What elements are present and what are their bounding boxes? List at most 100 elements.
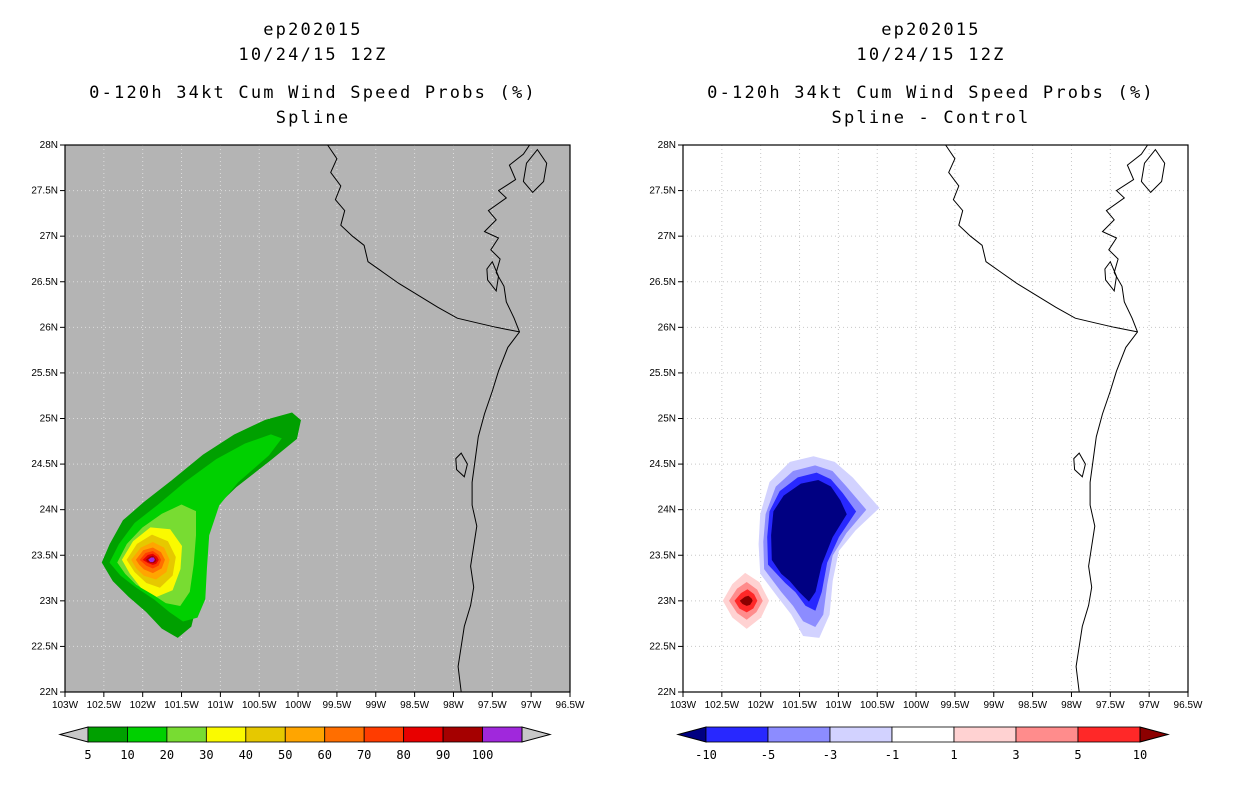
storm-id: ep202015 [881, 20, 981, 40]
map-spline-minus-control: 28N 27.5N 27N 26.5N 26N 25.5N 25N 24.5N 24N 23.5N… [649, 140, 1203, 762]
colorbar-segment [482, 726, 523, 743]
lon-tick-label: 98.5W [400, 700, 429, 711]
colorbar-label: 70 [357, 748, 371, 762]
lon-tick-label: 97.5W [1096, 700, 1125, 711]
plot-method: Spline - Control [831, 108, 1031, 128]
colorbar-segment [705, 726, 769, 743]
contour-fills [101, 412, 301, 638]
colorbar-arrow-right [521, 726, 552, 743]
lon-tick-label: 100W [285, 700, 312, 711]
lon-tick-label: 102.5W [87, 700, 122, 711]
contour-level--10 [771, 479, 847, 602]
lon-tick-label: 100.5W [860, 700, 895, 711]
lon-tick-label: 99.5W [322, 700, 351, 711]
lon-tick-label: 102.5W [705, 700, 740, 711]
lat-tick-label: 26N [658, 322, 676, 333]
lon-tick-label: 102W [748, 700, 775, 711]
colorbar-segment [127, 726, 168, 743]
lat-tick-label: 26.5N [31, 277, 58, 288]
lat-tick-label: 25N [40, 414, 58, 425]
lat-tick-label: 26.5N [649, 277, 676, 288]
lat-tick-label: 24.5N [649, 459, 676, 470]
lon-tick-label: 99.5W [940, 700, 969, 711]
lat-tick-label: 23.5N [31, 550, 58, 561]
coastline-path [1075, 144, 1149, 693]
colorbar-label: -1 [885, 748, 899, 762]
colorbar-segment [87, 726, 128, 743]
lon-tick-label: 99W [365, 700, 386, 711]
colorbar-segment [953, 726, 1017, 743]
colorbar-label: 10 [120, 748, 134, 762]
colorbar-arrow-right [1139, 726, 1170, 743]
lat-tick-label: 24.5N [31, 459, 58, 470]
lat-tick-label: 25.5N [649, 368, 676, 379]
lon-tick-label: 103W [670, 700, 697, 711]
lon-tick-label: 101W [825, 700, 852, 711]
colorbar-segment [245, 726, 286, 743]
colorbar-label: 5 [1074, 748, 1081, 762]
lon-tick-label: 99W [983, 700, 1004, 711]
colorbar-label: 50 [278, 748, 292, 762]
lon-tick-label: 101.5W [782, 700, 817, 711]
colorbar-label: 3 [1012, 748, 1019, 762]
lagoon-outline [486, 260, 500, 293]
colorbar-label: 100 [472, 748, 494, 762]
lon-tick-label: 101W [207, 700, 234, 711]
colorbar: -10 -5 -3 -1 1 3 5 10 [676, 726, 1170, 762]
lagoon-outline [1073, 452, 1086, 478]
lon-tick-label: 97W [1139, 700, 1160, 711]
lon-tick-label: 102W [130, 700, 157, 711]
lat-tick-label: 28N [40, 140, 58, 151]
lat-tick-label: 25.5N [31, 368, 58, 379]
lat-tick-label: 22N [658, 687, 676, 698]
lat-tick-label: 27.5N [649, 186, 676, 197]
lagoon-outline [1104, 260, 1118, 293]
colorbar-arrow-left [676, 726, 707, 743]
colorbar-segment [403, 726, 444, 743]
init-datetime: 10/24/15 12Z [238, 45, 388, 65]
colorbar-label: 60 [318, 748, 332, 762]
lon-tick-label: 97.5W [478, 700, 507, 711]
lon-tick-label: 97W [521, 700, 542, 711]
colorbar-label: 40 [239, 748, 253, 762]
coastline-path [945, 144, 1138, 333]
title-block-left: ep202015 10/24/15 12Z 0-120h 34kt Cum Wi… [8, 18, 618, 131]
colorbar-label: 20 [160, 748, 174, 762]
lat-tick-label: 23.5N [649, 550, 676, 561]
colorbar-segment [324, 726, 365, 743]
lon-tick-label: 98W [443, 700, 464, 711]
lagoon-outline [1140, 148, 1166, 194]
lagoon-outline [455, 452, 468, 478]
coastline [327, 144, 548, 693]
plot-title: 0-120h 34kt Cum Wind Speed Probs (%) [89, 83, 537, 103]
colorbar-label: 80 [396, 748, 410, 762]
lat-tick-label: 25N [658, 414, 676, 425]
lagoon-outline [522, 148, 548, 194]
map-spline: 28N 27.5N 27N 26.5N 26N 25.5N 25N 24.5N 24N 23.5N… [31, 140, 585, 762]
colorbar: 5 10 20 30 40 50 60 70 80 90 100 [58, 726, 552, 762]
axis-labels: 28N 27.5N 27N 26.5N 26N 25.5N 25N 24.5N 24N 23.5N… [31, 140, 585, 711]
coastline-path [457, 144, 531, 693]
lat-tick-label: 24N [658, 505, 676, 516]
panel-spline-minus-control: ep202015 10/24/15 12Z 0-120h 34kt Cum Wi… [618, 0, 1236, 800]
lat-tick-label: 24N [40, 505, 58, 516]
colorbar-segment [363, 726, 405, 743]
contour-level-100 [148, 557, 155, 563]
plot-title: 0-120h 34kt Cum Wind Speed Probs (%) [707, 83, 1155, 103]
colorbar-label: 1 [950, 748, 957, 762]
lon-tick-label: 100W [903, 700, 930, 711]
plot-method: Spline [275, 108, 351, 128]
colorbar-segment [891, 726, 955, 743]
colorbar-segment [767, 726, 831, 743]
lon-tick-label: 98W [1061, 700, 1082, 711]
title-block-right: ep202015 10/24/15 12Z 0-120h 34kt Cum Wi… [626, 18, 1236, 131]
colorbar-segment [442, 726, 483, 743]
lat-tick-label: 27.5N [31, 186, 58, 197]
colorbar-segment [1077, 726, 1141, 743]
colorbar-segment [166, 726, 207, 743]
colorbar-segment [205, 726, 247, 743]
axis-labels: 28N 27.5N 27N 26.5N 26N 25.5N 25N 24.5N 24N 23.5N… [649, 140, 1203, 711]
lat-tick-label: 26N [40, 322, 58, 333]
lat-tick-label: 23N [40, 596, 58, 607]
